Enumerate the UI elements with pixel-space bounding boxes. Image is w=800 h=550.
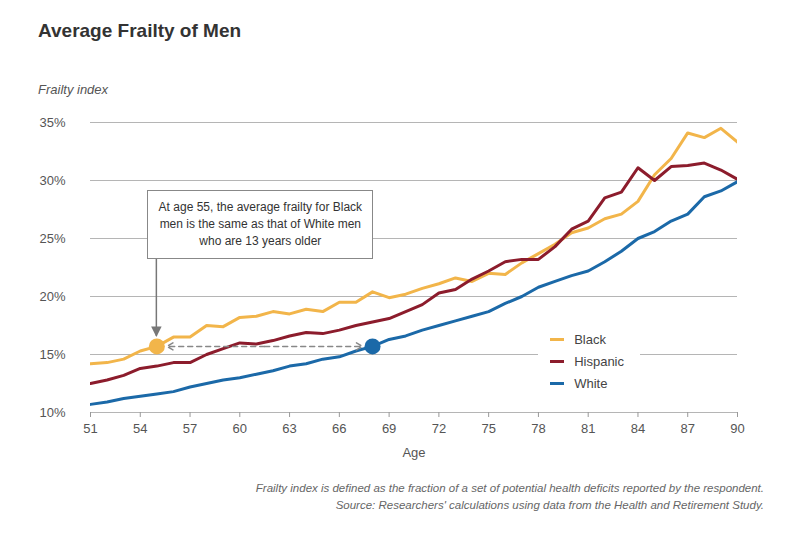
svg-text:81: 81	[581, 421, 595, 436]
svg-text:90: 90	[730, 421, 744, 436]
html-text:At age 55, the average frailty: At age 55, the average frailty for Black…	[158, 200, 363, 248]
svg-text:57: 57	[183, 421, 197, 436]
svg-text:72: 72	[432, 421, 446, 436]
html-text:Average Frailty of Men: Average Frailty of Men	[38, 20, 242, 41]
svg-text:84: 84	[631, 421, 645, 436]
svg-text:63: 63	[282, 421, 296, 436]
svg-text:78: 78	[531, 421, 545, 436]
svg-text:66: 66	[332, 421, 346, 436]
svg-text:Age: Age	[402, 445, 425, 460]
html-text:Source: Researchers' calculati: Source: Researchers' calculations using …	[335, 499, 764, 511]
svg-text:35%: 35%	[39, 115, 65, 130]
svg-text:60: 60	[233, 421, 247, 436]
svg-text:25%: 25%	[39, 231, 65, 246]
svg-text:15%: 15%	[39, 347, 65, 362]
svg-text:69: 69	[382, 421, 396, 436]
svg-text:75: 75	[481, 421, 495, 436]
svg-text:54: 54	[133, 421, 147, 436]
svg-text:20%: 20%	[39, 289, 65, 304]
html-text:Frailty index is defined as th: Frailty index is defined as the fraction…	[255, 482, 764, 494]
svg-text:87: 87	[680, 421, 694, 436]
svg-text:30%: 30%	[39, 173, 65, 188]
svg-text:10%: 10%	[39, 405, 65, 420]
html-text:Hispanic: Hispanic	[574, 353, 624, 369]
html-text:Black: Black	[574, 331, 606, 347]
svg-text:51: 51	[83, 421, 97, 436]
html-text:White: White	[574, 375, 608, 391]
html-text:Frailty index: Frailty index	[38, 82, 109, 97]
